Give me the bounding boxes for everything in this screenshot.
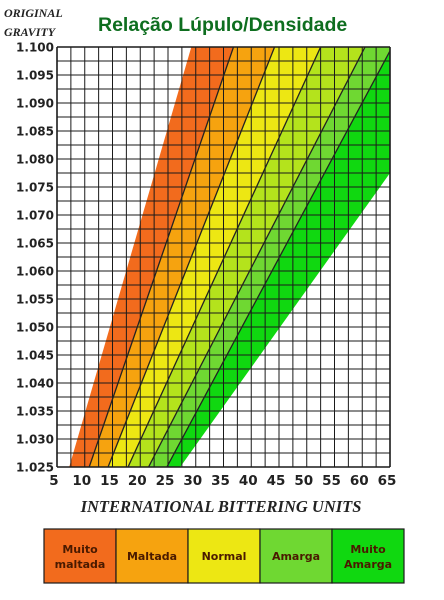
band-boundary-line (127, 47, 322, 467)
legend-label: Amarga (272, 550, 320, 563)
x-tick-label: 15 (100, 473, 119, 489)
legend-swatch (115, 528, 189, 584)
band-boundary-line (107, 47, 276, 467)
x-tick-label: 60 (350, 473, 369, 489)
chart-title: Relação Lúpulo/Densidade (98, 14, 347, 36)
x-tick-label: 10 (72, 473, 91, 489)
legend-label: Amarga (344, 558, 392, 571)
x-tick-label: 35 (211, 473, 230, 489)
y-tick-label: 1.100 (16, 41, 54, 55)
y-tick-label: 1.060 (16, 265, 54, 279)
y-tick-label: 1.035 (16, 405, 54, 419)
legend-swatch (187, 528, 261, 584)
band-boundary-lines (88, 47, 390, 467)
x-tick-label: 65 (378, 473, 397, 489)
y-tick-label: 1.045 (16, 349, 54, 363)
x-tick-labels: 5 10 15 20 25 30 35 40 45 50 55 60 65 (49, 473, 396, 489)
legend-label: maltada (55, 558, 106, 571)
x-tick-label: 25 (156, 473, 175, 489)
y-tick-label: 1.050 (16, 321, 54, 335)
legend-item: Muito maltada (43, 528, 117, 584)
y-tick-label: 1.080 (16, 153, 54, 167)
y-tick-labels: 1.025 1.030 1.035 1.040 1.045 1.050 1.055 1.060… (16, 41, 54, 475)
y-tick-label: 1.030 (16, 433, 54, 447)
legend-label: Muito (62, 543, 98, 556)
y-tick-label: 1.025 (16, 461, 54, 475)
y-tick-label: 1.040 (16, 377, 54, 391)
x-tick-label: 20 (128, 473, 147, 489)
x-tick-label: 45 (267, 473, 286, 489)
legend-swatch (43, 528, 117, 584)
y-tick-label: 1.055 (16, 293, 54, 307)
y-tick-label: 1.085 (16, 125, 54, 139)
y-tick-label: 1.095 (16, 69, 54, 83)
x-tick-label: 5 (49, 473, 58, 489)
legend-item: Muito Amarga (331, 528, 405, 584)
legend-item: Amarga (259, 528, 333, 584)
band-boundary-line (147, 47, 366, 467)
y-axis-label-line2: GRAVITY (4, 25, 57, 39)
legend-item: Maltada (115, 528, 189, 584)
y-tick-label: 1.065 (16, 237, 54, 251)
legend-item: Normal (187, 528, 261, 584)
x-tick-label: 30 (183, 473, 202, 489)
y-tick-label: 1.075 (16, 181, 54, 195)
x-tick-label: 50 (294, 473, 313, 489)
y-tick-label: 1.070 (16, 209, 54, 223)
legend-label: Normal (202, 550, 247, 563)
legend: Muito maltada Maltada Normal Amarga Muito Amar… (43, 528, 405, 584)
y-tick-label: 1.090 (16, 97, 54, 111)
band-boundary-line (166, 49, 390, 467)
legend-label: Maltada (127, 550, 177, 563)
x-tick-label: 55 (322, 473, 341, 489)
legend-swatch (259, 528, 333, 584)
x-tick-label: 40 (239, 473, 258, 489)
grid-layer (56, 46, 391, 468)
legend-label: Muito (350, 543, 386, 556)
x-axis-label: INTERNATIONAL BITTERING UNITS (80, 497, 362, 516)
legend-swatch (331, 528, 405, 584)
y-axis-label-line1: ORIGINAL (4, 6, 63, 20)
band-boundary-line (88, 47, 235, 467)
